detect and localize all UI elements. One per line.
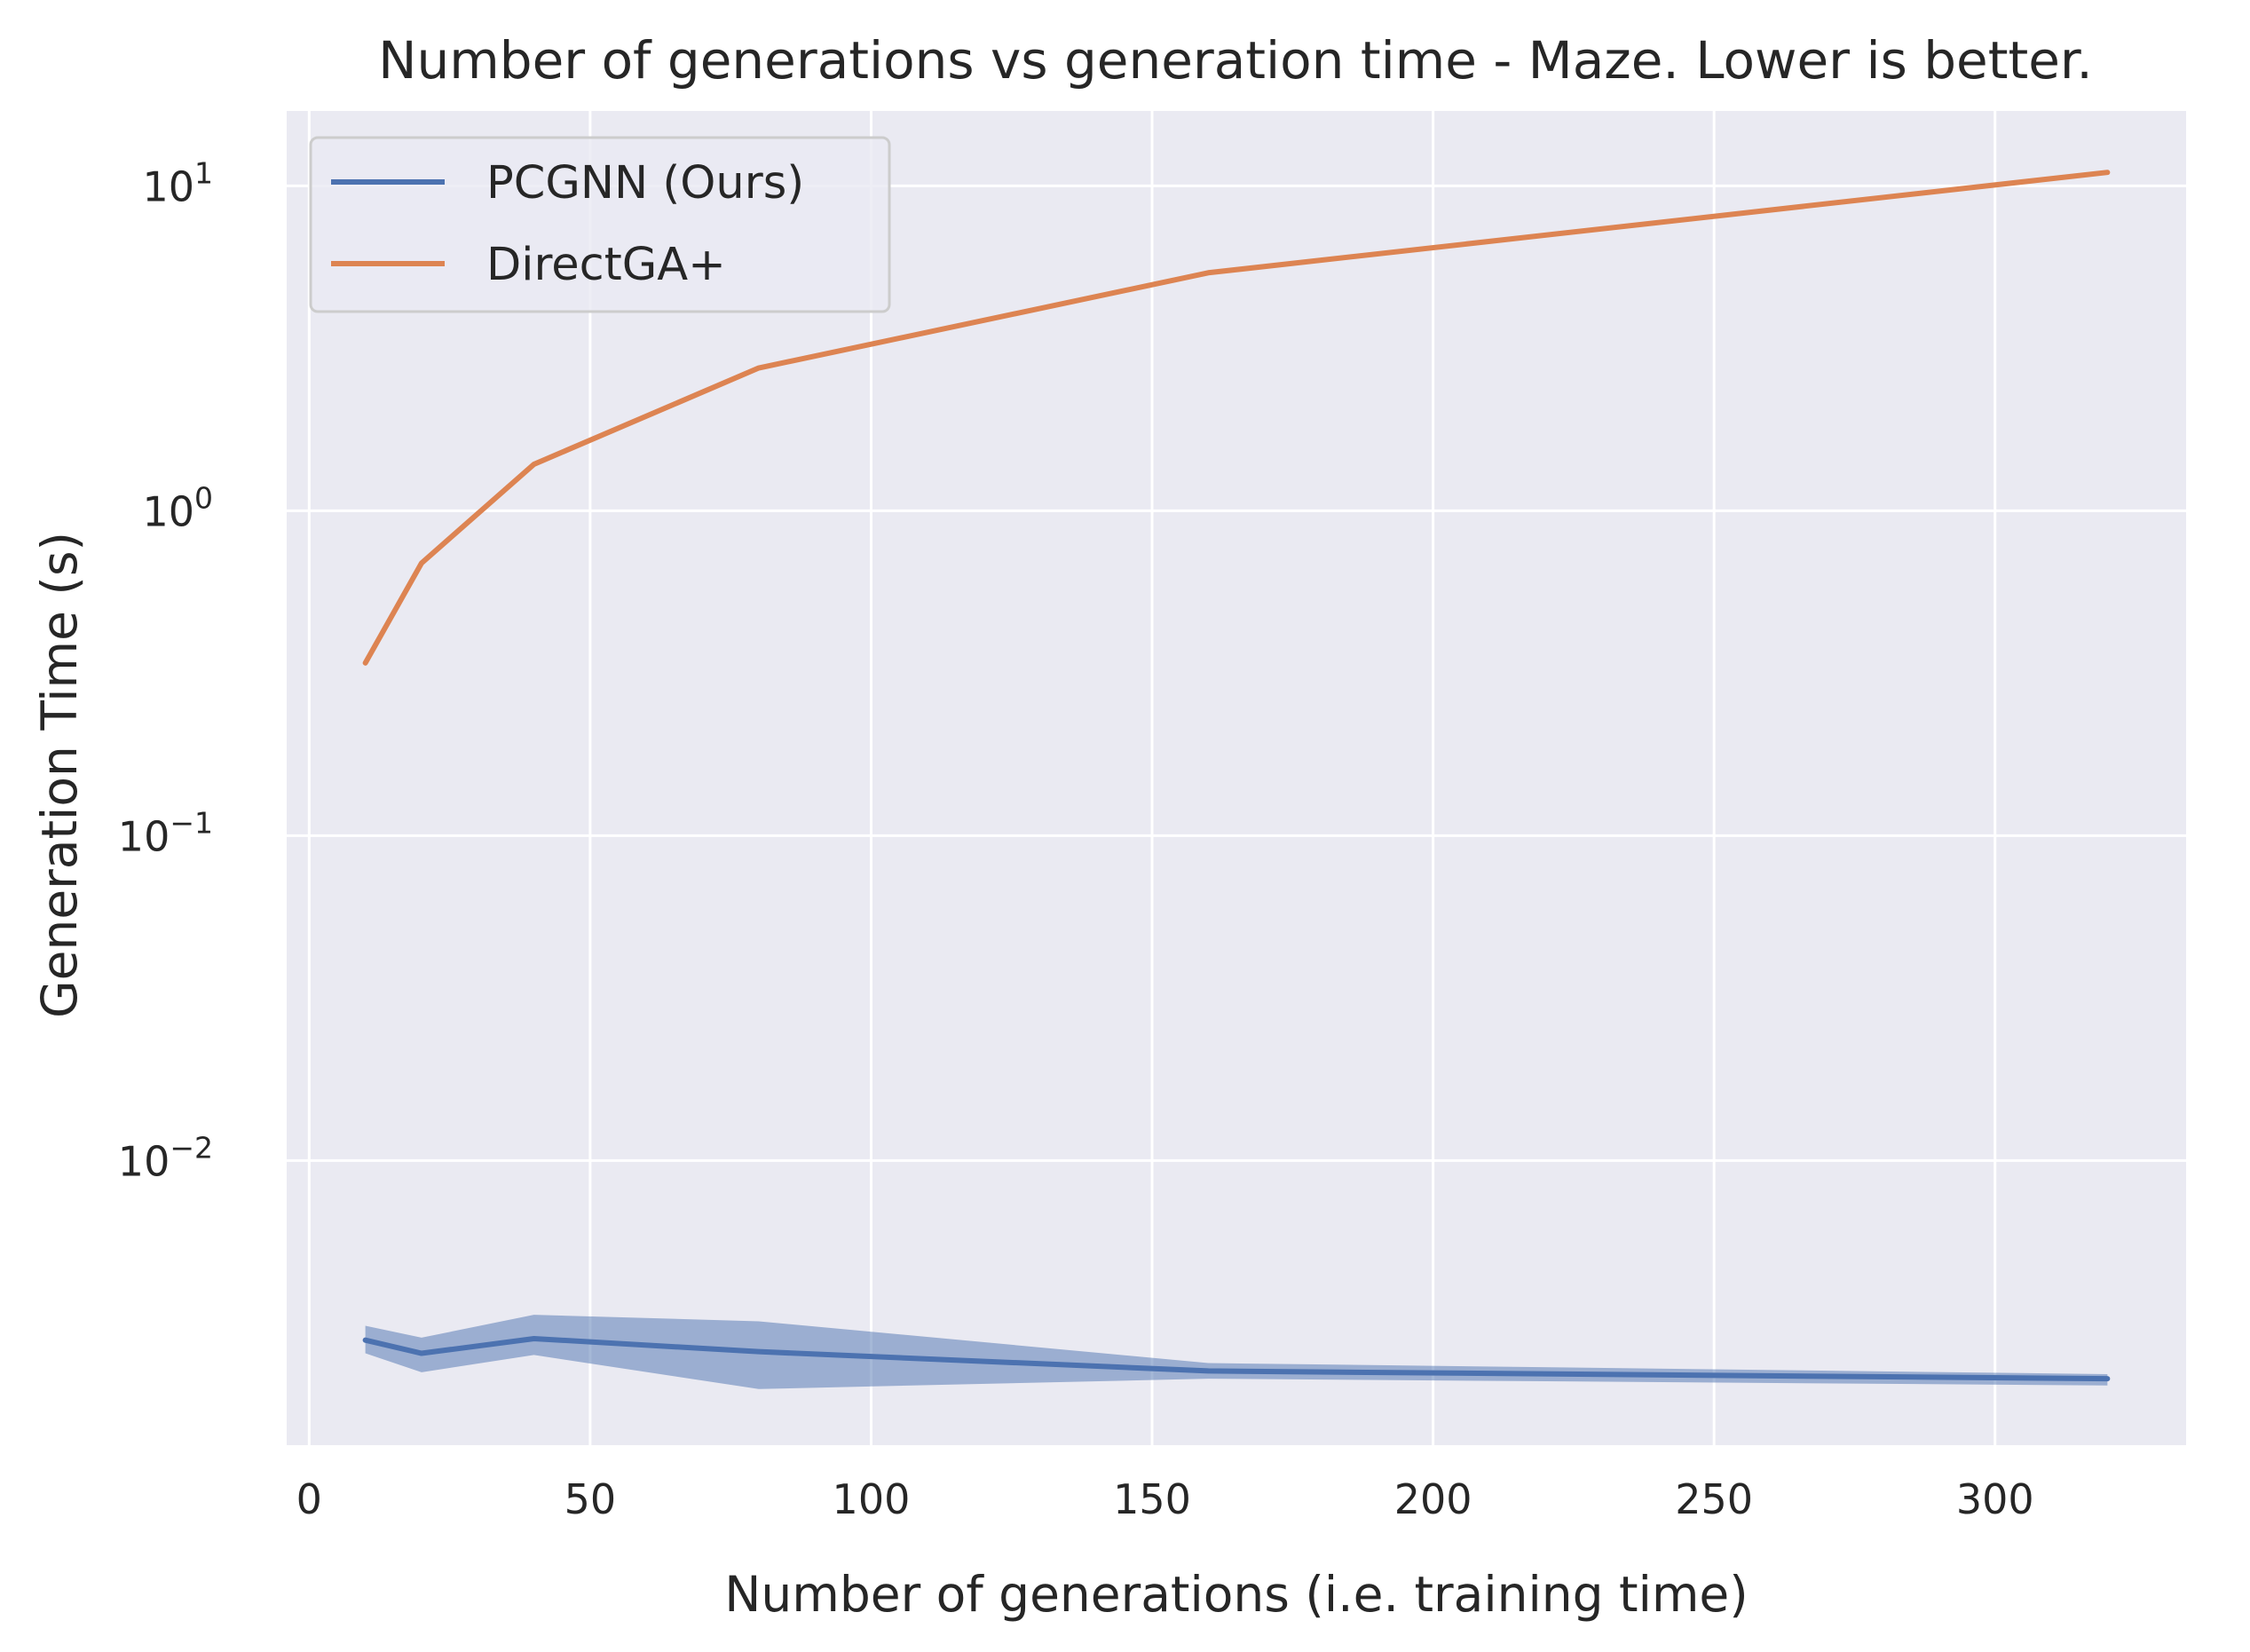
- legend-frame: [309, 136, 891, 313]
- x-tick-label: 200: [1394, 1475, 1472, 1523]
- y-tick-exponent: 0: [194, 480, 213, 515]
- y-axis-title: Generation Time (s): [31, 532, 88, 1018]
- x-axis-ticks: 0 50 100 150 200 250 300: [296, 1475, 2034, 1523]
- confidence-bands: [365, 1315, 2108, 1389]
- y-tick-label: 10−2: [118, 1130, 213, 1185]
- series-line-0: [362, 1335, 2111, 1382]
- y-tick-label: 10−1: [118, 805, 213, 860]
- y-tick-exponent: −1: [170, 805, 213, 840]
- x-tick-label: 50: [564, 1475, 617, 1523]
- series-band-0: [365, 1315, 2108, 1389]
- legend-label-0: PCGNN (Ours): [486, 157, 804, 209]
- plot-area: [287, 111, 2186, 1445]
- x-axis-title: Number of generations (i.e. training tim…: [724, 1566, 1748, 1623]
- y-tick-base: 10: [142, 162, 194, 210]
- y-tick-label: 101: [142, 155, 213, 210]
- y-tick-base: 10: [118, 1137, 170, 1185]
- grid: [287, 111, 2186, 1445]
- x-tick-label: 100: [833, 1475, 911, 1523]
- x-tick-label: 250: [1675, 1475, 1753, 1523]
- y-tick-exponent: −2: [170, 1130, 213, 1165]
- y-tick-exponent: 1: [194, 155, 213, 190]
- legend-label-1: DirectGA+: [486, 239, 726, 291]
- series-line-1: [362, 170, 2111, 666]
- chart-title: Number of generations vs generation time…: [378, 30, 2093, 91]
- y-tick-label: 100: [142, 480, 213, 535]
- y-tick-base: 10: [142, 487, 194, 535]
- x-tick-label: 150: [1113, 1475, 1191, 1523]
- y-tick-base: 10: [118, 812, 170, 860]
- series-lines: [362, 170, 2111, 1382]
- x-tick-label: 0: [296, 1475, 322, 1523]
- x-tick-label: 300: [1956, 1475, 2034, 1523]
- legend: PCGNN (Ours) DirectGA+: [309, 136, 891, 313]
